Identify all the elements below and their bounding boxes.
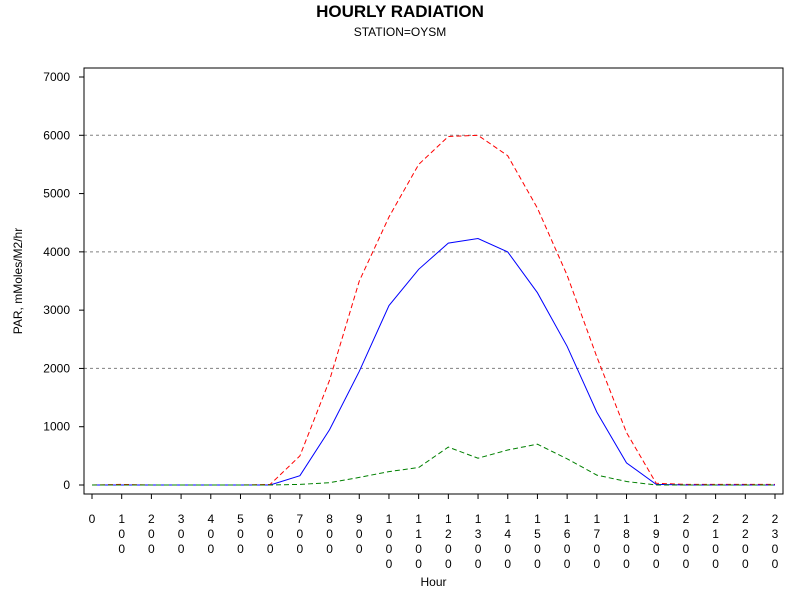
y-tick-label: 1000 (43, 420, 70, 434)
x-axis-label: Hour (420, 575, 446, 589)
x-tick-label: 0 (89, 512, 96, 526)
series-line-3 (92, 443, 775, 486)
series-group (91, 134, 775, 486)
chart-title: HOURLY RADIATION (316, 2, 484, 21)
y-tick-label: 2000 (43, 361, 70, 375)
series-line-1 (91, 134, 775, 486)
gridlines (84, 134, 783, 369)
y-tick-label: 7000 (43, 70, 70, 84)
y-axis-label: PAR, mMoles/M2/hr (11, 228, 25, 334)
y-tick-label: 6000 (43, 128, 70, 142)
y-tick-label: 0 (63, 478, 70, 492)
chart-subtitle: STATION=OYSM (354, 25, 447, 39)
series-line-2 (92, 237, 775, 486)
y-tick-label: 3000 (43, 303, 70, 317)
y-axis: 0 1000 2000 3000 4000 5000 6000 7000 (43, 70, 84, 492)
plot-frame (83, 67, 784, 495)
y-tick-label: 4000 (43, 245, 70, 259)
x-axis: 0 1 0 0 2 0 0 3 0 0 4 0 0 5 0 0 6 0 0 7 0 0 8 0 0 9 0 0 1 0 0 0 1 1 0 0 1 2 0 0… (89, 494, 779, 571)
y-tick-label: 5000 (43, 187, 70, 201)
